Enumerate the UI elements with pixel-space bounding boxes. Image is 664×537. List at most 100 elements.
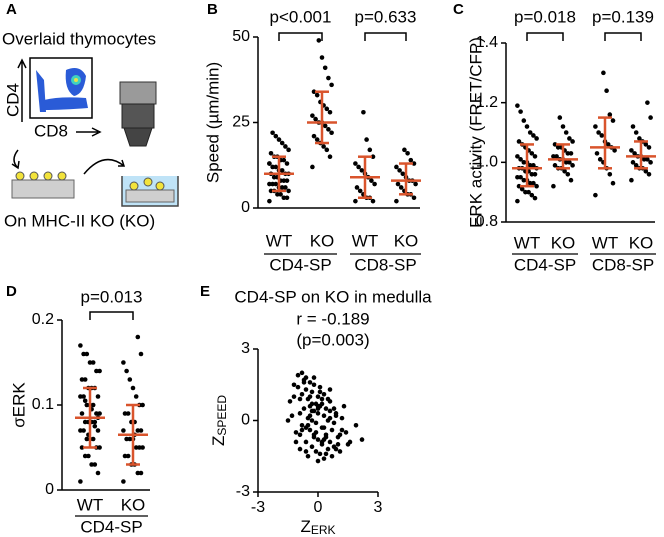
x-tick-label: WT (514, 233, 540, 252)
dot (275, 192, 280, 197)
point (317, 389, 323, 395)
dot (565, 151, 571, 156)
p-value: p=0.018 (514, 7, 576, 26)
dot (321, 144, 326, 149)
point (319, 439, 325, 445)
dot (529, 151, 535, 156)
y-axis-label: Speed (µm/min) (203, 62, 222, 183)
dot (278, 192, 283, 197)
dot (515, 154, 520, 159)
panel-letter: A (6, 1, 17, 18)
dot (357, 188, 363, 194)
y-tick-label: 0.1 (32, 396, 54, 413)
point (303, 449, 309, 454)
group-label: CD4-SP (269, 255, 331, 274)
p-value: p<0.001 (270, 7, 332, 26)
point (299, 427, 305, 433)
panel-letter: E (200, 283, 210, 300)
dot (121, 360, 126, 365)
label-sub: SPEED (215, 395, 229, 436)
dot (322, 65, 328, 71)
dot (310, 164, 315, 170)
dot (563, 160, 569, 165)
dot (327, 109, 333, 115)
dot (89, 462, 94, 467)
dot (121, 479, 126, 484)
y-tick-label: 0 (241, 412, 250, 429)
dot (326, 75, 331, 81)
dot (643, 142, 649, 147)
dot (612, 148, 617, 153)
dot (516, 139, 522, 144)
dot (557, 115, 563, 120)
dot (529, 171, 535, 177)
point (323, 406, 329, 411)
x-axis-label: ZERK (300, 517, 335, 537)
x-tick-label: WT (352, 231, 378, 250)
point (325, 446, 331, 452)
dot (283, 144, 288, 149)
point (329, 427, 335, 433)
dot (84, 351, 90, 357)
dot (97, 368, 102, 374)
bracket (278, 32, 323, 41)
dot (276, 137, 282, 142)
point (301, 406, 307, 411)
dot (570, 163, 575, 168)
dot (281, 178, 287, 183)
dot (286, 147, 291, 153)
dot (554, 154, 559, 159)
dot (322, 123, 328, 129)
dot (534, 136, 539, 141)
dot (568, 151, 574, 156)
dot (353, 161, 358, 166)
dot (121, 428, 126, 433)
point (291, 394, 297, 399)
dot (138, 428, 144, 433)
axis-arrow (76, 127, 102, 137)
dot (518, 174, 523, 180)
point (333, 413, 339, 419)
point (285, 418, 291, 423)
dot (394, 198, 399, 204)
dot (273, 133, 279, 139)
dot (133, 394, 139, 399)
dot (604, 88, 609, 94)
point (325, 396, 331, 402)
y-tick-label: 25 (232, 114, 250, 131)
dot (284, 178, 290, 183)
point (321, 425, 327, 430)
dot (319, 55, 325, 60)
dot (408, 157, 414, 163)
dot (82, 398, 88, 404)
dot (395, 181, 401, 187)
dot (78, 479, 83, 484)
dot (133, 445, 139, 450)
point (321, 413, 327, 419)
dot (78, 428, 83, 433)
point (321, 391, 327, 397)
dot (369, 178, 374, 183)
dot (413, 181, 418, 187)
dot (610, 118, 616, 123)
y-tick-label: 1.0 (476, 154, 498, 171)
point (303, 439, 309, 445)
dot (607, 112, 613, 117)
point (307, 413, 313, 419)
dish (11, 179, 75, 199)
point (319, 401, 325, 407)
cell (129, 181, 139, 191)
x-tick-label: WT (77, 495, 103, 514)
label-main: Z (300, 517, 310, 536)
x-tick-label: WT (592, 233, 618, 252)
dot (610, 180, 616, 186)
dot (515, 198, 520, 204)
dot (82, 453, 88, 459)
dot (138, 470, 144, 476)
dot (284, 195, 290, 201)
axis-arrow (17, 58, 27, 122)
x-tick-label: WT (266, 231, 292, 250)
point (313, 420, 319, 426)
dot (94, 368, 99, 374)
point (291, 382, 297, 388)
